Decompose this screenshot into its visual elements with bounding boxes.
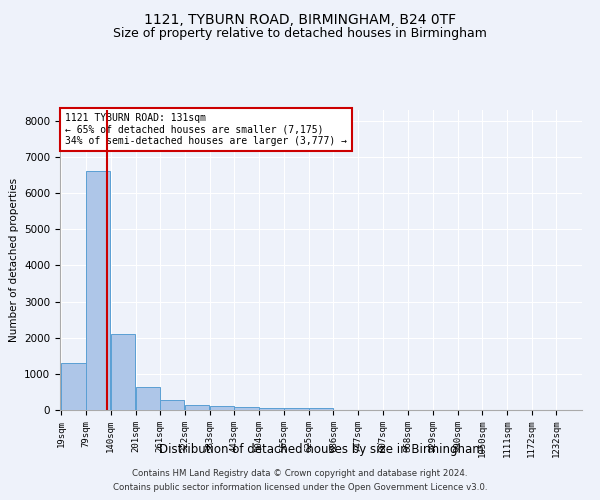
Bar <box>110 334 135 410</box>
Bar <box>160 400 184 410</box>
Y-axis label: Number of detached properties: Number of detached properties <box>8 178 19 342</box>
Bar <box>234 407 259 410</box>
Text: 1121 TYBURN ROAD: 131sqm
← 65% of detached houses are smaller (7,175)
34% of sem: 1121 TYBURN ROAD: 131sqm ← 65% of detach… <box>65 113 347 146</box>
Text: Size of property relative to detached houses in Birmingham: Size of property relative to detached ho… <box>113 28 487 40</box>
Bar <box>86 172 110 410</box>
Bar <box>210 406 234 410</box>
Bar <box>61 363 86 410</box>
Bar <box>284 408 308 410</box>
Bar <box>185 404 209 410</box>
Bar <box>136 386 160 410</box>
Text: Contains public sector information licensed under the Open Government Licence v3: Contains public sector information licen… <box>113 484 487 492</box>
Text: 1121, TYBURN ROAD, BIRMINGHAM, B24 0TF: 1121, TYBURN ROAD, BIRMINGHAM, B24 0TF <box>144 12 456 26</box>
Text: Contains HM Land Registry data © Crown copyright and database right 2024.: Contains HM Land Registry data © Crown c… <box>132 468 468 477</box>
Text: Distribution of detached houses by size in Birmingham: Distribution of detached houses by size … <box>158 442 484 456</box>
Bar <box>308 408 333 410</box>
Bar <box>259 408 284 410</box>
